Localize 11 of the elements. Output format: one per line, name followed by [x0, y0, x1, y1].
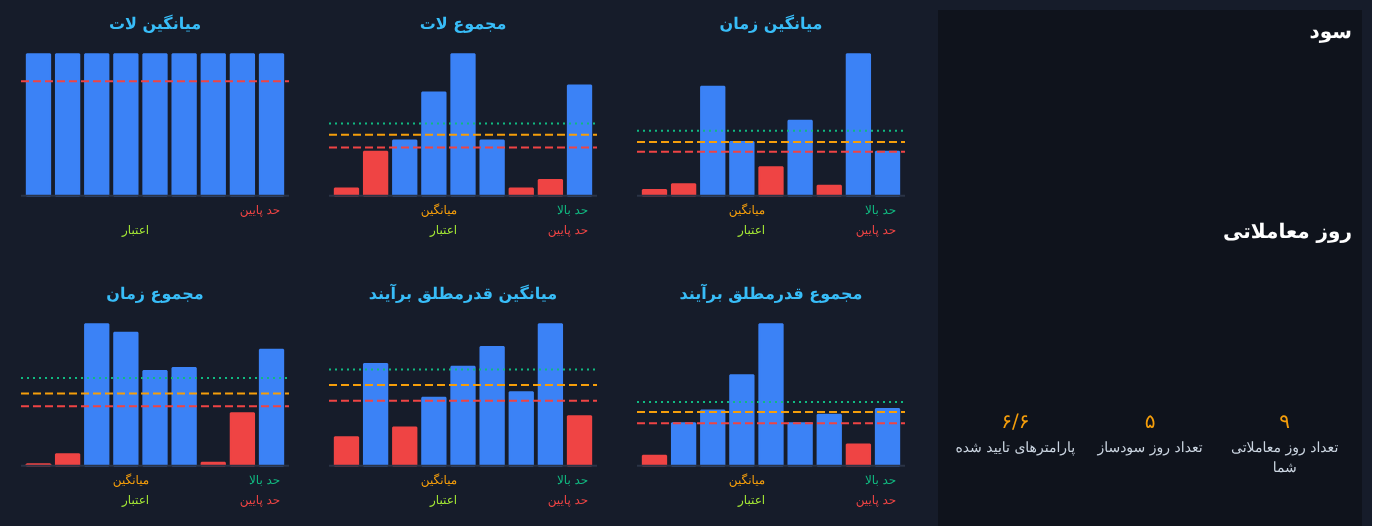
- text: ۵: [1142, 410, 1158, 438]
- text: ۶/۶: [999, 410, 1032, 438]
- text: سود: [1307, 20, 1352, 48]
- chart-title: مجموع لات: [419, 15, 507, 33]
- chart-title: مجموع زمان: [106, 285, 204, 303]
- text: ۹: [1277, 410, 1293, 438]
- text: روز معاملاتی: [1221, 220, 1352, 248]
- chart-title: میانگین قدرمطلق برآیند: [368, 283, 558, 303]
- chart-title: مجموع قدرمطلق برآیند: [679, 283, 863, 303]
- chart-title: میانگین زمان: [719, 13, 823, 33]
- chart-title: میانگین لات: [108, 13, 202, 33]
